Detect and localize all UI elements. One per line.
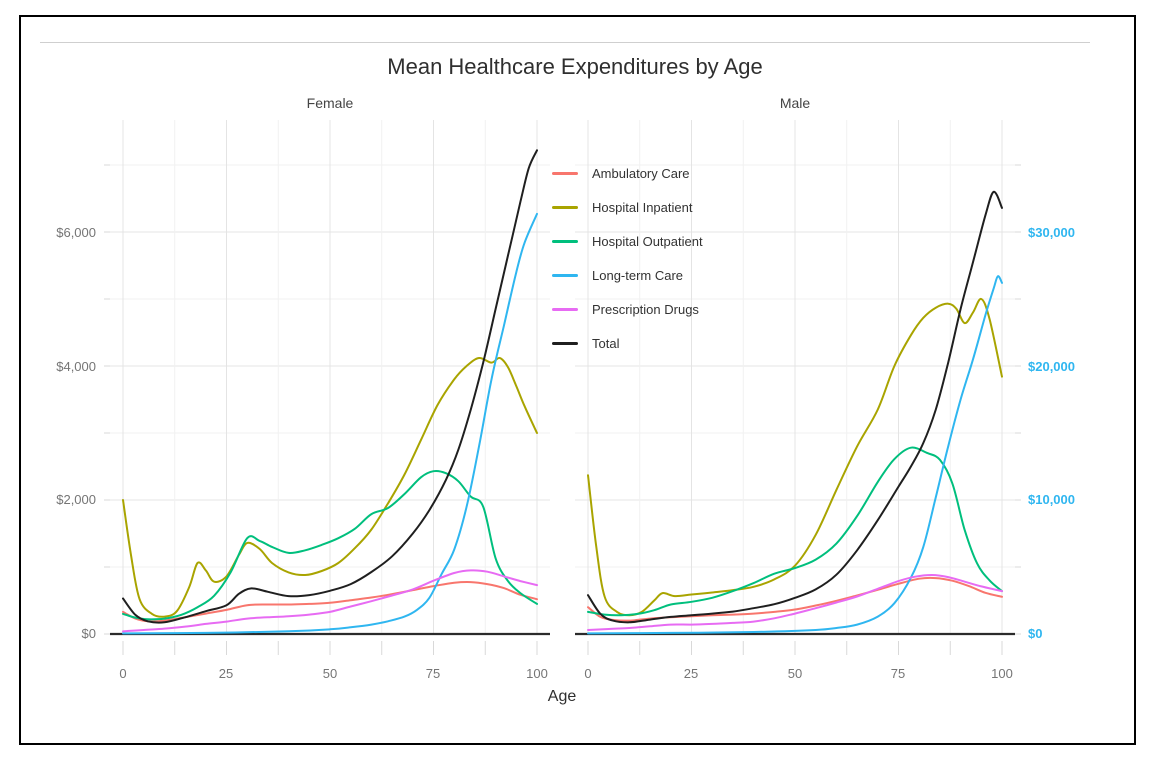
y-axis-right-tick-10000: $10,000	[1028, 492, 1075, 507]
y-axis-left-tick-2000: $2,000	[56, 492, 96, 507]
legend-label: Total	[592, 335, 620, 351]
legend-item-prescription-drugs: Prescription Drugs	[552, 292, 703, 326]
line-inpt-female	[122, 356, 538, 618]
legend-swatch-ambulatory-care-icon	[552, 171, 578, 175]
facet-label-female: Female	[306, 95, 354, 111]
line-total-male	[587, 190, 1003, 624]
chart-title: Mean Healthcare Expenditures by Age	[387, 54, 763, 79]
x-tick-female-75: 75	[425, 666, 441, 681]
y-axis-right-tick-20000: $20,000	[1028, 359, 1075, 374]
line-total-female	[122, 149, 538, 624]
legend-label: Hospital Outpatient	[592, 233, 703, 249]
legend-label: Prescription Drugs	[592, 301, 699, 317]
legend-swatch-hospital-outpatient-icon	[552, 239, 578, 243]
legend-item-total: Total	[552, 326, 703, 360]
legend-swatch-total-icon	[552, 341, 578, 345]
y-axis-left-tick-4000: $4,000	[56, 359, 96, 374]
facet-label-male: Male	[779, 95, 811, 111]
line-amb-male	[587, 576, 1003, 622]
facet-panel-female	[104, 120, 550, 655]
y-axis-left-tick-0: $0	[81, 626, 96, 641]
line-rx-male	[587, 574, 1003, 631]
facet-panel-male	[575, 120, 1021, 655]
line-rx-female	[122, 569, 538, 633]
legend-item-ambulatory-care: Ambulatory Care	[552, 156, 703, 190]
x-tick-female-25: 25	[218, 666, 234, 681]
x-tick-male-75: 75	[890, 666, 906, 681]
line-outp-male	[587, 446, 1003, 617]
legend-swatch-prescription-drugs-icon	[552, 307, 578, 311]
x-tick-female-50: 50	[322, 666, 338, 681]
x-tick-female-100: 100	[526, 666, 548, 681]
x-tick-male-0: 0	[584, 666, 592, 681]
legend: Ambulatory Care Hospital Inpatient Hospi…	[552, 156, 703, 360]
legend-label: Long-term Care	[592, 267, 684, 283]
line-outp-female	[122, 469, 538, 621]
legend-item-long-term-care: Long-term Care	[552, 258, 703, 292]
legend-item-hospital-inpatient: Hospital Inpatient	[552, 190, 703, 224]
legend-label: Hospital Inpatient	[592, 199, 693, 215]
y-axis-right-tick-30000: $30,000	[1028, 225, 1075, 240]
legend-item-hospital-outpatient: Hospital Outpatient	[552, 224, 703, 258]
line-ltc-female	[122, 212, 538, 635]
x-tick-male-25: 25	[683, 666, 699, 681]
y-axis-left-tick-6000: $6,000	[56, 225, 96, 240]
x-tick-female-0: 0	[119, 666, 127, 681]
x-axis-title: Age	[547, 688, 577, 705]
x-tick-male-50: 50	[787, 666, 803, 681]
line-ltc-male	[587, 275, 1003, 635]
y-axis-right-tick-0: $0	[1028, 626, 1043, 641]
x-tick-male-100: 100	[991, 666, 1013, 681]
top-divider-line	[40, 42, 1090, 43]
legend-swatch-long-term-care-icon	[552, 273, 578, 277]
legend-swatch-hospital-inpatient-icon	[552, 205, 578, 209]
legend-label: Ambulatory Care	[592, 165, 690, 181]
